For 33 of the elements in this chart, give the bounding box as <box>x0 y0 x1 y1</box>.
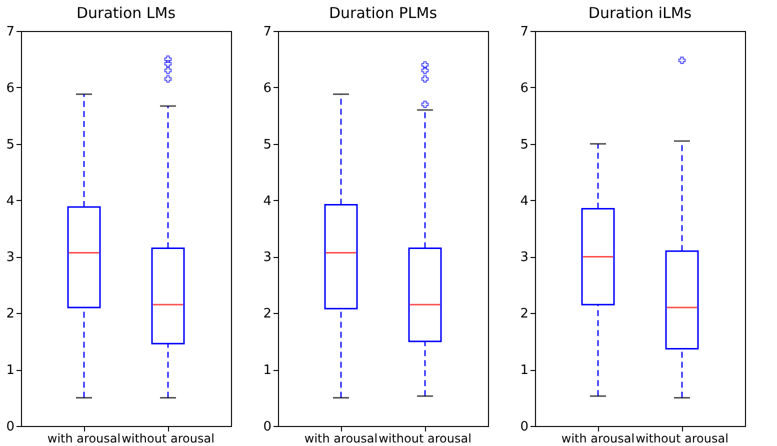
y-tick-label: 1 <box>6 363 14 378</box>
x-tick-label: without arousal <box>636 432 728 446</box>
y-tick-label: 6 <box>263 80 272 96</box>
y-tick-label: 2 <box>520 306 528 322</box>
y-tick-label: 6 <box>6 80 14 96</box>
y-tick-label: 5 <box>520 137 528 152</box>
y-tick-label: 5 <box>263 137 272 152</box>
chart-title: Duration PLMs <box>328 4 438 22</box>
y-tick-label: 2 <box>6 306 14 322</box>
chart-title: Duration iLMs <box>588 4 692 22</box>
y-tick-label: 3 <box>263 250 272 266</box>
x-tick-label: with arousal <box>561 432 635 446</box>
y-tick-label: 4 <box>520 194 528 209</box>
x-tick-label: with arousal <box>47 432 121 446</box>
y-tick-label: 7 <box>6 24 14 40</box>
y-tick-label: 0 <box>6 420 14 434</box>
y-tick-label: 0 <box>263 420 272 434</box>
y-tick-label: 1 <box>520 363 528 378</box>
y-tick-label: 0 <box>520 420 528 434</box>
y-tick-label: 6 <box>520 80 528 96</box>
y-tick-label: 3 <box>520 250 528 266</box>
x-tick-label: with arousal <box>304 432 378 446</box>
x-tick-label: without arousal <box>122 432 214 446</box>
y-tick-label: 4 <box>263 194 272 209</box>
y-tick-label: 1 <box>263 363 272 378</box>
y-tick-label: 7 <box>520 24 528 40</box>
x-tick-label: without arousal <box>378 432 472 446</box>
chart-title: Duration LMs <box>76 4 176 22</box>
y-tick-label: 7 <box>263 24 272 40</box>
y-tick-label: 4 <box>6 194 14 209</box>
y-tick-label: 5 <box>6 137 14 152</box>
y-tick-label: 3 <box>6 250 14 266</box>
y-tick-label: 2 <box>263 306 272 322</box>
